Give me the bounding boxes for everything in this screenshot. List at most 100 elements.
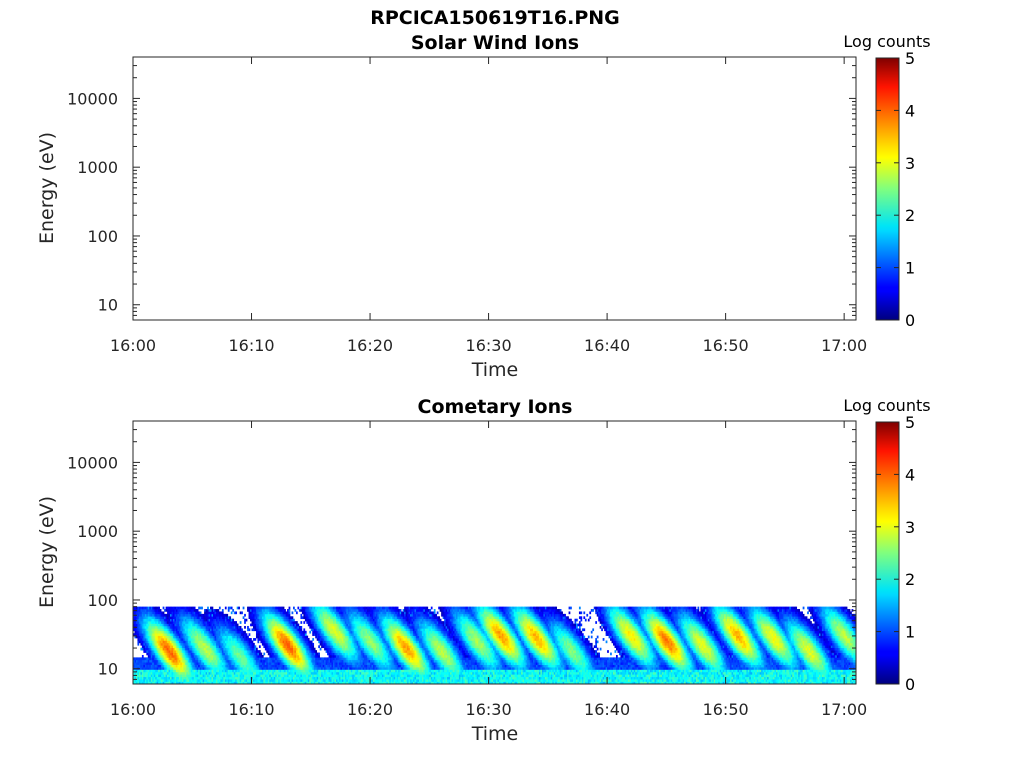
heatmap-cell: [349, 616, 352, 620]
heatmap-cell: [140, 674, 143, 678]
heatmap-cell: [282, 647, 285, 651]
heatmap-cell: [264, 609, 267, 612]
heatmap-cell: [183, 613, 186, 617]
heatmap-cell: [346, 679, 349, 682]
heatmap-cell: [177, 674, 180, 678]
heatmap-cell: [267, 613, 270, 617]
heatmap-cell: [164, 645, 166, 649]
heatmap-cell: [199, 635, 202, 639]
heatmap-cell: [290, 674, 292, 678]
heatmap-cell: [204, 647, 206, 651]
heatmap-cell: [353, 681, 356, 684]
heatmap-cell: [264, 657, 267, 661]
heatmap-cell: [288, 645, 291, 649]
heatmap-cell: [272, 671, 275, 675]
heatmap-cell: [344, 681, 347, 684]
heatmap-cell: [327, 664, 329, 668]
heatmap-cell: [287, 628, 289, 632]
heatmap-cell: [306, 609, 309, 612]
heatmap-cell: [235, 650, 238, 653]
heatmap-cell: [215, 633, 218, 636]
heatmap-cell: [358, 662, 360, 665]
heatmap-cell: [297, 645, 300, 649]
heatmap-cell: [202, 674, 205, 678]
heatmap-cell: [215, 667, 218, 670]
heatmap-cell: [368, 662, 371, 665]
heatmap-cell: [192, 669, 195, 673]
heatmap-cell: [285, 676, 288, 680]
heatmap-cell: [135, 606, 138, 610]
heatmap-cell: [273, 647, 276, 651]
heatmap-cell: [297, 630, 300, 634]
heatmap-cell: [270, 640, 273, 644]
heatmap-cell: [196, 667, 199, 670]
heatmap-cell: [275, 674, 278, 678]
heatmap-cell: [275, 633, 278, 636]
heatmap-cell: [178, 657, 181, 661]
heatmap-cell: [331, 625, 334, 629]
heatmap-cell: [253, 611, 255, 615]
heatmap-cell: [177, 609, 180, 612]
heatmap-cell: [335, 659, 338, 663]
heatmap-cell: [198, 621, 200, 624]
heatmap-cell: [247, 645, 249, 649]
heatmap-cell: [199, 642, 202, 646]
heatmap-cell: [335, 647, 338, 651]
heatmap-cell: [291, 652, 294, 656]
heatmap-cell: [278, 640, 280, 644]
heatmap-cell: [189, 674, 192, 678]
heatmap-cell: [281, 616, 283, 620]
heatmap-cell: [178, 652, 181, 656]
heatmap-cell: [250, 609, 252, 612]
heatmap-cell: [248, 652, 251, 656]
heatmap-cell: [316, 657, 319, 661]
heatmap-cell: [201, 606, 203, 610]
heatmap-cell: [273, 659, 276, 663]
heatmap-cell: [227, 623, 230, 627]
heatmap-cell: [208, 616, 211, 620]
heatmap-cell: [321, 611, 323, 615]
heatmap-cell: [350, 609, 353, 612]
axes: 16:00 16:10 16:20 16:30 16:40 16:50 17:0010100…: [67, 56, 867, 355]
heatmap-cell: [190, 635, 193, 639]
heatmap-cell: [293, 647, 295, 651]
heatmap-cell: [324, 635, 326, 639]
heatmap-cell: [358, 633, 360, 636]
heatmap-cell: [359, 652, 362, 656]
heatmap-cell: [273, 623, 276, 627]
heatmap-cell: [334, 679, 337, 682]
heatmap-cell: [174, 609, 177, 612]
heatmap-cell: [327, 657, 329, 661]
heatmap-cell: [168, 606, 171, 610]
heatmap-cell: [282, 679, 285, 682]
heatmap-cell: [159, 674, 162, 678]
heatmap-cell: [353, 640, 356, 644]
heatmap-cell: [307, 662, 310, 665]
heatmap-cell: [190, 676, 193, 680]
heatmap-cell: [167, 616, 169, 620]
heatmap-cell: [371, 633, 374, 636]
heatmap-cell: [178, 618, 181, 622]
heatmap-cell: [340, 616, 343, 620]
heatmap-cell: [152, 642, 155, 646]
heatmap-cell: [368, 645, 371, 649]
heatmap-cell: [193, 621, 196, 624]
heatmap-cell: [155, 606, 157, 610]
heatmap-cell: [343, 642, 346, 646]
heatmap-cell: [260, 618, 263, 622]
heatmap-cell: [242, 669, 245, 673]
heatmap-cell: [180, 613, 183, 617]
heatmap-cell: [362, 638, 365, 641]
heatmap-cell: [312, 618, 315, 622]
heatmap-cell: [193, 676, 196, 680]
heatmap-cell: [352, 630, 355, 634]
heatmap-cell: [171, 654, 174, 658]
heatmap-cell: [192, 621, 195, 624]
heatmap-cell: [168, 676, 171, 680]
heatmap-cell: [195, 671, 198, 675]
heatmap-cell: [365, 623, 368, 627]
heatmap-cell: [253, 609, 255, 612]
heatmap-cell: [186, 635, 189, 639]
heatmap-cell: [211, 650, 214, 653]
heatmap-cell: [241, 654, 243, 658]
